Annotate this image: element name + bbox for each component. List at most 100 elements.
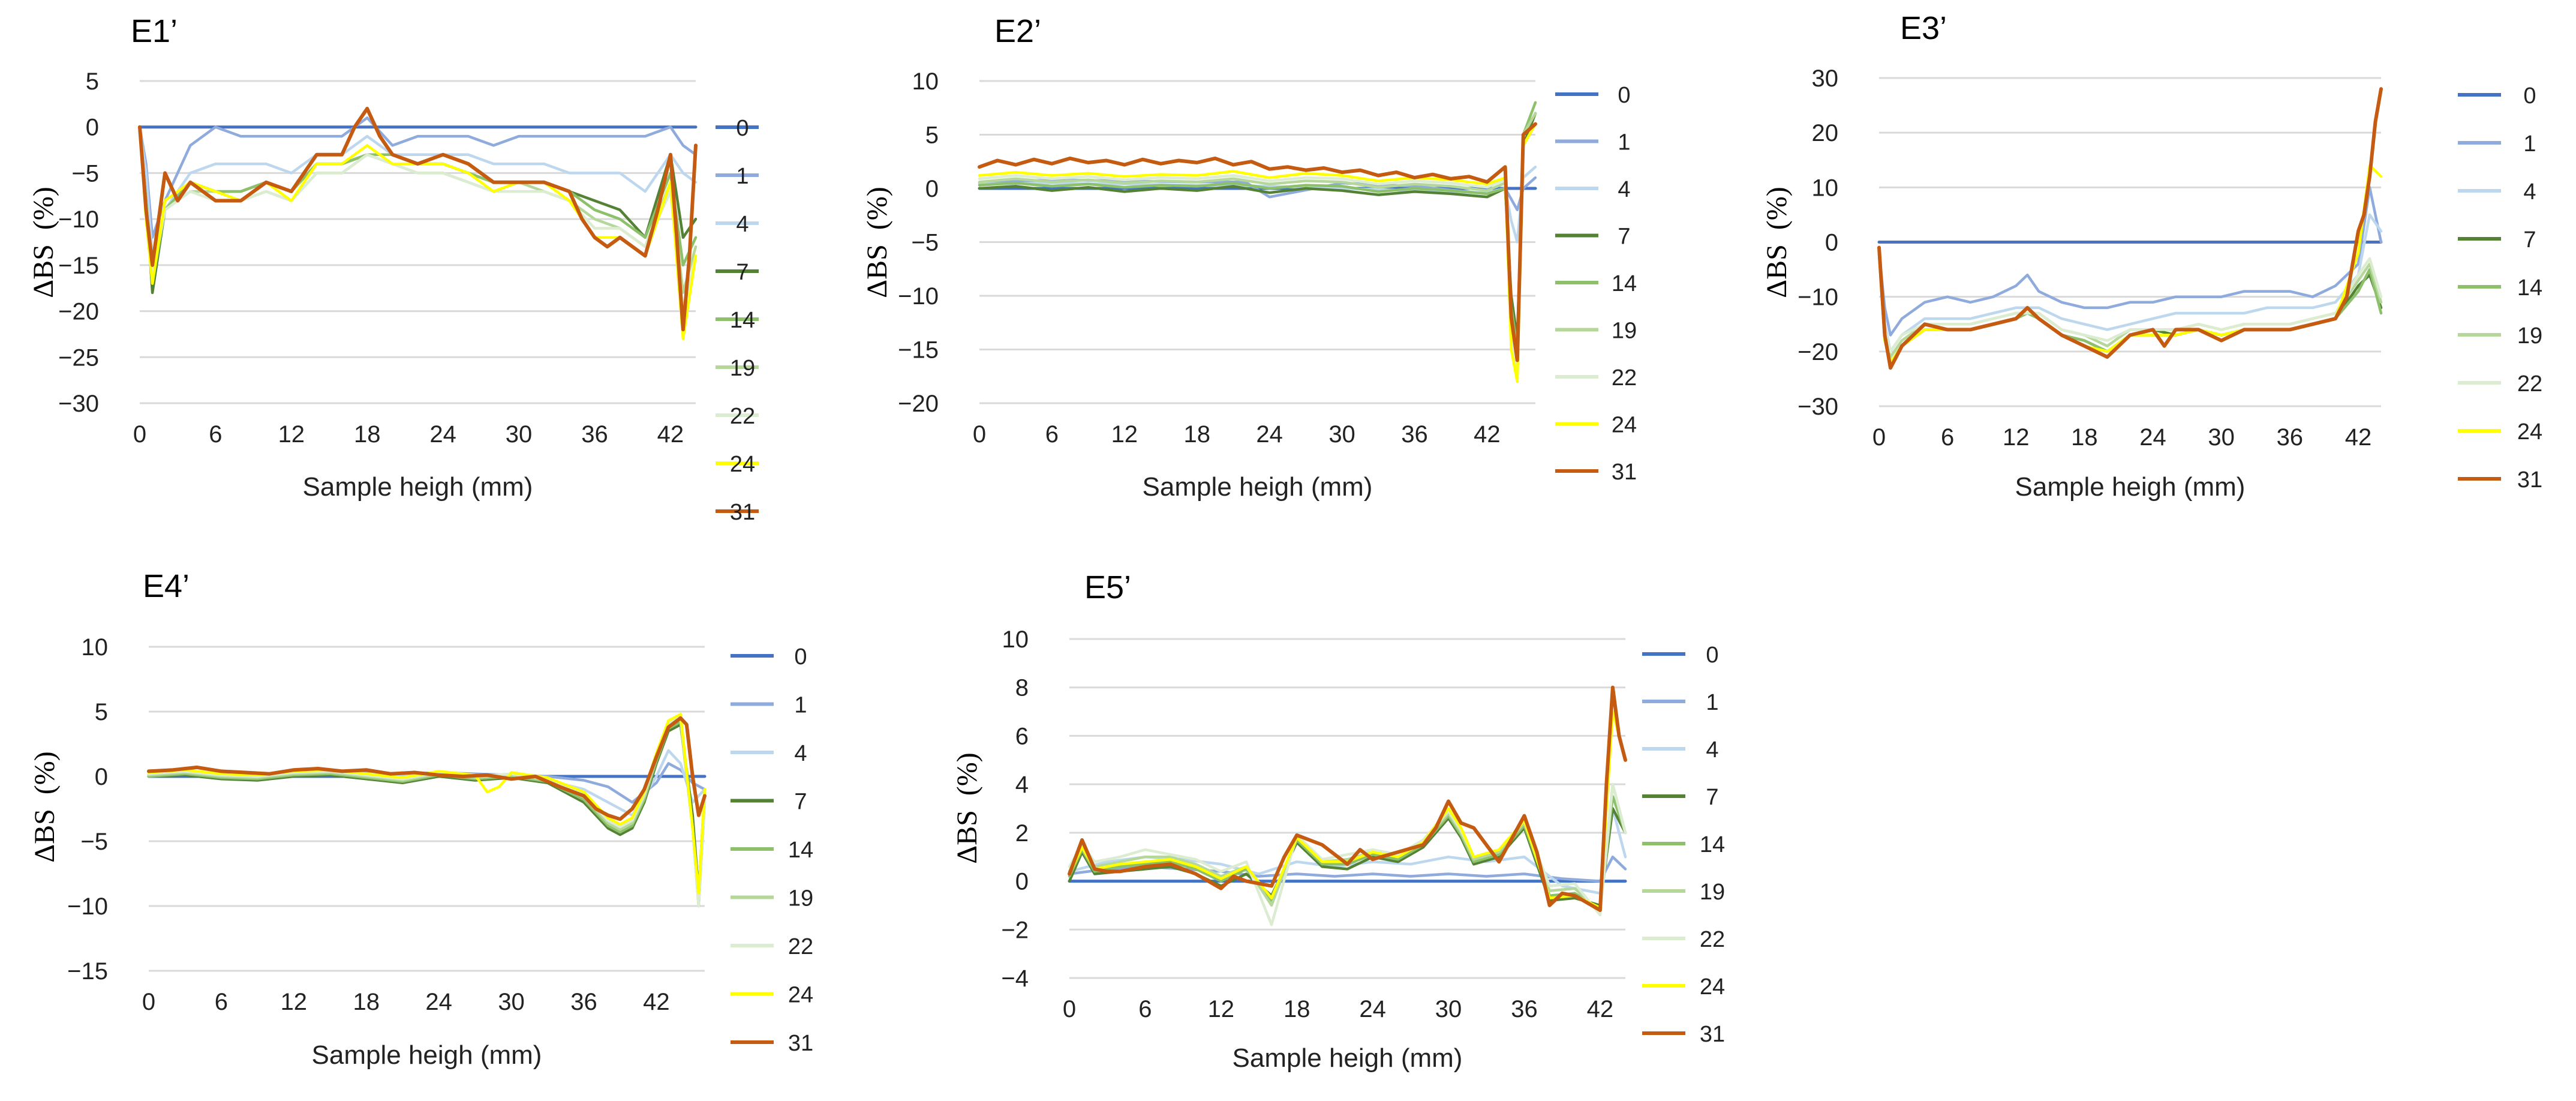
legend-label-19: 19 <box>1612 319 1637 344</box>
y-tick-label: −10 <box>58 206 99 233</box>
legend-label-7: 7 <box>794 790 807 815</box>
legend-label-22: 22 <box>2517 371 2542 397</box>
series-line-14 <box>978 101 1537 351</box>
legend-label-31: 31 <box>730 500 755 525</box>
y-tick-label: −15 <box>898 337 939 364</box>
legend-label-0: 0 <box>794 644 807 670</box>
legend-label-1: 1 <box>1618 130 1630 155</box>
series-line-31 <box>978 122 1537 362</box>
x-axis-label: Sample heigh (mm) <box>303 472 533 502</box>
legend-label-22: 22 <box>1700 927 1725 952</box>
x-tick-label: 0 <box>142 989 155 1015</box>
series-line-22 <box>147 715 707 908</box>
x-tick-label: 36 <box>1401 421 1428 448</box>
y-tick-label: 0 <box>925 176 939 202</box>
x-tick-label: 30 <box>506 421 533 448</box>
legend-label-14: 14 <box>2517 275 2542 301</box>
x-tick-label: 30 <box>1328 421 1355 448</box>
y-tick-label: −5 <box>80 829 108 855</box>
x-tick-label: 12 <box>281 989 308 1015</box>
x-tick-label: 6 <box>215 989 228 1015</box>
chart-title: E5’ <box>1084 569 1131 605</box>
legend-label-22: 22 <box>1612 365 1637 391</box>
chart-title: E2’ <box>994 13 1041 49</box>
series-line-19 <box>978 112 1537 362</box>
series-line-4 <box>138 125 698 257</box>
series-line-22 <box>138 125 698 313</box>
legend-label-24: 24 <box>1700 974 1725 1000</box>
y-tick-label: −5 <box>71 160 99 187</box>
legend-label-0: 0 <box>1618 83 1630 108</box>
x-tick-label: 18 <box>354 421 381 448</box>
legend-label-24: 24 <box>2517 419 2542 445</box>
x-tick-label: 24 <box>1359 996 1386 1022</box>
x-tick-label: 18 <box>353 989 380 1015</box>
y-axis-label: ΔBS (%) <box>1761 187 1793 298</box>
legend-label-19: 19 <box>730 356 755 381</box>
y-tick-label: −4 <box>1001 965 1029 992</box>
chart-e1: 5 0 −5 −10 −15 −20 −25 −30 0 6 12 18 24 30 36 42 E1’ ΔBS … <box>28 13 759 525</box>
y-axis-label: ΔBS (%) <box>29 751 61 863</box>
y-tick-label: −10 <box>67 893 108 920</box>
series-line-31 <box>1877 87 2383 370</box>
legend-label-24: 24 <box>788 983 813 1008</box>
x-tick-label: 0 <box>1872 424 1886 451</box>
y-tick-label: 0 <box>86 115 99 141</box>
x-tick-label: 0 <box>133 421 146 448</box>
y-tick-label: 5 <box>86 68 99 95</box>
y-tick-label: −20 <box>898 391 939 417</box>
legend-label-1: 1 <box>1706 690 1718 715</box>
legend-label-4: 4 <box>736 212 749 237</box>
series-line-31 <box>138 107 698 332</box>
series-line-14 <box>138 125 698 285</box>
y-tick-label: −20 <box>1798 339 1838 365</box>
y-tick-label: 0 <box>95 764 108 790</box>
y-tick-label: −30 <box>58 391 99 417</box>
series-line-31 <box>1068 685 1627 912</box>
chart-title: E1’ <box>131 13 178 49</box>
x-tick-label: 24 <box>2139 424 2166 451</box>
x-tick-label: 0 <box>1063 996 1076 1022</box>
legend-label-7: 7 <box>736 260 749 285</box>
series-line-19 <box>138 125 698 295</box>
x-tick-label: 12 <box>1111 421 1138 448</box>
x-tick-label: 42 <box>2345 424 2372 451</box>
series-line-1 <box>138 116 698 239</box>
y-tick-label: 4 <box>1015 772 1029 798</box>
legend-label-22: 22 <box>730 404 755 429</box>
legend-label-19: 19 <box>1700 880 1725 905</box>
legend-label-31: 31 <box>2517 467 2542 493</box>
y-tick-label: −5 <box>911 230 939 256</box>
legend-label-31: 31 <box>788 1031 813 1056</box>
x-tick-label: 36 <box>2277 424 2304 451</box>
y-tick-label: 5 <box>95 699 108 725</box>
x-tick-label: 6 <box>209 421 222 448</box>
legend-label-14: 14 <box>730 308 755 333</box>
series-line-7 <box>978 112 1537 340</box>
x-tick-label: 18 <box>2071 424 2098 451</box>
x-tick-label: 42 <box>643 989 670 1015</box>
x-tick-label: 18 <box>1284 996 1310 1022</box>
series-line-19 <box>1068 782 1627 914</box>
x-tick-label: 30 <box>498 989 525 1015</box>
legend-label-7: 7 <box>2523 227 2536 253</box>
legend-label-0: 0 <box>2523 83 2536 109</box>
y-tick-label: 0 <box>1825 230 1838 256</box>
legend-label-1: 1 <box>736 164 749 189</box>
legend-label-0: 0 <box>1706 643 1718 668</box>
series-line-24 <box>138 125 698 340</box>
y-tick-label: 5 <box>925 122 939 149</box>
x-tick-label: 36 <box>1511 996 1538 1022</box>
legend-label-24: 24 <box>730 452 755 477</box>
x-tick-label: 30 <box>2208 424 2235 451</box>
x-tick-label: 6 <box>1941 424 1954 451</box>
y-axis-label: ΔBS (%) <box>28 187 59 298</box>
x-tick-label: 36 <box>570 989 597 1015</box>
x-tick-label: 24 <box>1256 421 1283 448</box>
